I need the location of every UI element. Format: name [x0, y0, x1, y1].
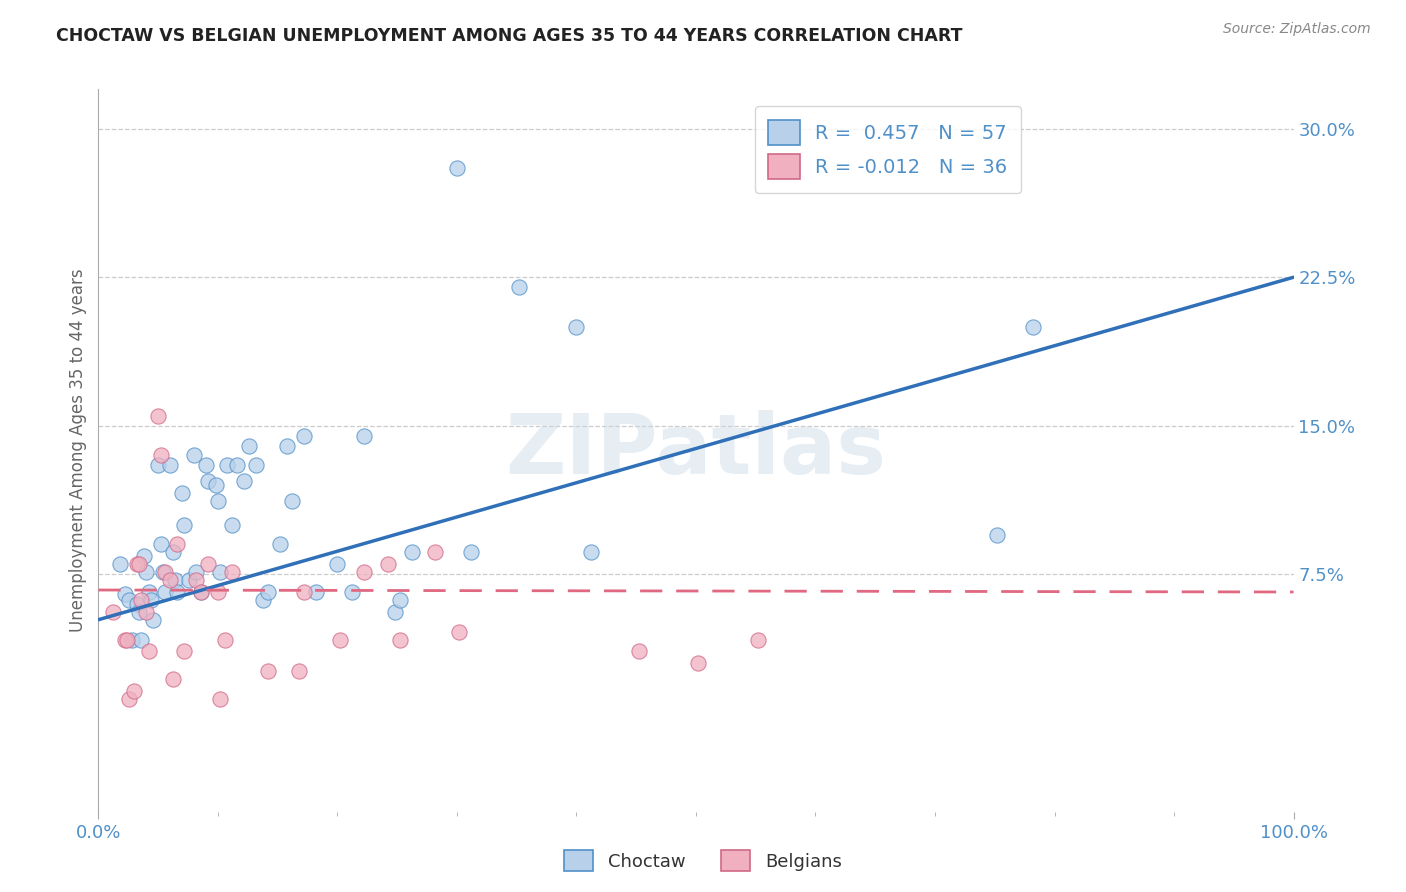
Point: [238, 438, 260, 452]
Point: [353, 565, 375, 579]
Point: [425, 545, 447, 559]
Point: [388, 593, 411, 607]
Point: [108, 558, 131, 572]
Point: [124, 684, 146, 698]
Point: [197, 558, 219, 572]
Point: [207, 585, 229, 599]
Point: [329, 632, 352, 647]
Point: [252, 593, 274, 607]
Point: [209, 565, 232, 579]
Point: [162, 672, 184, 686]
Point: [340, 585, 363, 599]
Point: [326, 558, 349, 572]
Point: [986, 527, 1008, 541]
Point: [173, 517, 195, 532]
Point: [139, 593, 162, 607]
Point: [135, 565, 157, 579]
Point: [565, 319, 588, 334]
Point: [276, 438, 298, 452]
Point: [131, 632, 153, 647]
Point: [747, 632, 769, 647]
Point: [214, 632, 236, 647]
Point: [155, 585, 177, 599]
Point: [288, 664, 311, 678]
Point: [401, 545, 423, 559]
Point: [207, 494, 229, 508]
Point: [159, 458, 181, 473]
Point: [118, 692, 141, 706]
Point: [173, 644, 195, 658]
Point: [148, 409, 170, 423]
Point: [138, 644, 160, 658]
Point: [190, 585, 212, 599]
Point: [688, 657, 710, 671]
Point: [142, 613, 165, 627]
Point: [353, 428, 375, 442]
Point: [128, 605, 150, 619]
Point: [221, 565, 243, 579]
Point: [125, 558, 148, 572]
Point: [114, 587, 136, 601]
Point: [449, 624, 471, 639]
Point: [183, 449, 205, 463]
Point: [508, 280, 530, 294]
Point: [195, 458, 218, 473]
Point: [1022, 319, 1045, 334]
Point: [384, 605, 406, 619]
Point: [221, 517, 243, 532]
Point: [131, 593, 153, 607]
Point: [292, 428, 315, 442]
Point: [138, 585, 160, 599]
Text: ZIPatlas: ZIPatlas: [506, 410, 886, 491]
Point: [101, 605, 124, 619]
Point: [257, 664, 280, 678]
Point: [281, 494, 304, 508]
Point: [149, 449, 172, 463]
Point: [190, 585, 212, 599]
Legend: R =  0.457   N = 57, R = -0.012   N = 36: R = 0.457 N = 57, R = -0.012 N = 36: [755, 106, 1021, 193]
Point: [166, 537, 188, 551]
Point: [377, 558, 399, 572]
Point: [627, 644, 650, 658]
Point: [159, 573, 181, 587]
Point: [148, 458, 170, 473]
Point: [186, 573, 208, 587]
Point: [128, 558, 150, 572]
Point: [388, 632, 411, 647]
Point: [579, 545, 602, 559]
Point: [446, 161, 468, 176]
Point: [186, 565, 208, 579]
Point: [172, 486, 194, 500]
Point: [135, 605, 157, 619]
Point: [162, 545, 184, 559]
Point: [204, 478, 226, 492]
Point: [179, 573, 201, 587]
Point: [125, 597, 148, 611]
Point: [114, 632, 136, 647]
Point: [209, 692, 232, 706]
Text: CHOCTAW VS BELGIAN UNEMPLOYMENT AMONG AGES 35 TO 44 YEARS CORRELATION CHART: CHOCTAW VS BELGIAN UNEMPLOYMENT AMONG AG…: [56, 27, 963, 45]
Point: [152, 565, 174, 579]
Legend: Choctaw, Belgians: Choctaw, Belgians: [557, 843, 849, 879]
Point: [163, 573, 186, 587]
Point: [269, 537, 291, 551]
Point: [245, 458, 267, 473]
Point: [121, 632, 143, 647]
Point: [305, 585, 328, 599]
Point: [233, 474, 256, 488]
Point: [166, 585, 188, 599]
Point: [226, 458, 249, 473]
Point: [118, 593, 141, 607]
Point: [132, 549, 155, 564]
Point: [217, 458, 239, 473]
Point: [460, 545, 482, 559]
Point: [292, 585, 315, 599]
Text: Source: ZipAtlas.com: Source: ZipAtlas.com: [1223, 22, 1371, 37]
Point: [149, 537, 172, 551]
Point: [115, 632, 138, 647]
Point: [257, 585, 280, 599]
Point: [197, 474, 219, 488]
Y-axis label: Unemployment Among Ages 35 to 44 years: Unemployment Among Ages 35 to 44 years: [69, 268, 87, 632]
Point: [155, 565, 177, 579]
